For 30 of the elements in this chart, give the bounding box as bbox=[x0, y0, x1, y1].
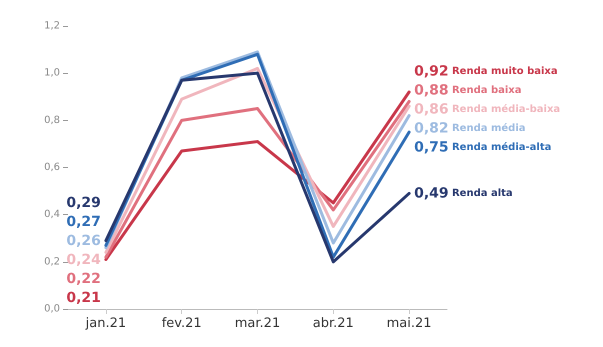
x-tick-label: abr.21 bbox=[312, 316, 354, 331]
text: Renda alta bbox=[452, 188, 513, 199]
y-tick-label: 0,0 bbox=[44, 304, 60, 314]
text: Renda média-alta bbox=[452, 142, 552, 153]
data-label: 0,21 bbox=[66, 290, 101, 306]
data-label: 0,29 bbox=[66, 194, 101, 211]
x-tick-label: mai.21 bbox=[386, 316, 432, 331]
data-label: 0,75 bbox=[414, 139, 449, 156]
y-tick-label: 0,8 bbox=[44, 114, 60, 126]
data-label: 0,88 bbox=[414, 82, 449, 98]
data-label: 0,26 bbox=[66, 232, 101, 249]
y-tick-label: 0,2 bbox=[44, 256, 60, 268]
y-tick-label: 1,2 bbox=[44, 20, 60, 32]
y-tick-label: 1,0 bbox=[44, 68, 60, 79]
data-label: 0,24 bbox=[66, 252, 102, 268]
data-label: 0,82 bbox=[414, 120, 449, 136]
data-label: 0,92 bbox=[414, 63, 449, 80]
data-label: 0,86 bbox=[414, 101, 449, 118]
text: Renda média-baixa bbox=[452, 104, 560, 115]
data-label: 0,22 bbox=[66, 270, 101, 287]
data-label: 0,49 bbox=[414, 185, 449, 202]
y-tick-label: 0,4 bbox=[44, 209, 60, 220]
text: Renda muito baixa bbox=[452, 66, 558, 77]
y-tick-label: 0,6 bbox=[44, 162, 60, 173]
text: Renda média bbox=[452, 122, 526, 134]
text: Renda baixa bbox=[452, 84, 522, 96]
data-label: 0,27 bbox=[66, 214, 101, 230]
x-tick-label: jan.21 bbox=[84, 316, 126, 331]
x-tick-label: mar.21 bbox=[234, 316, 280, 331]
x-tick-label: fev.21 bbox=[162, 316, 202, 331]
